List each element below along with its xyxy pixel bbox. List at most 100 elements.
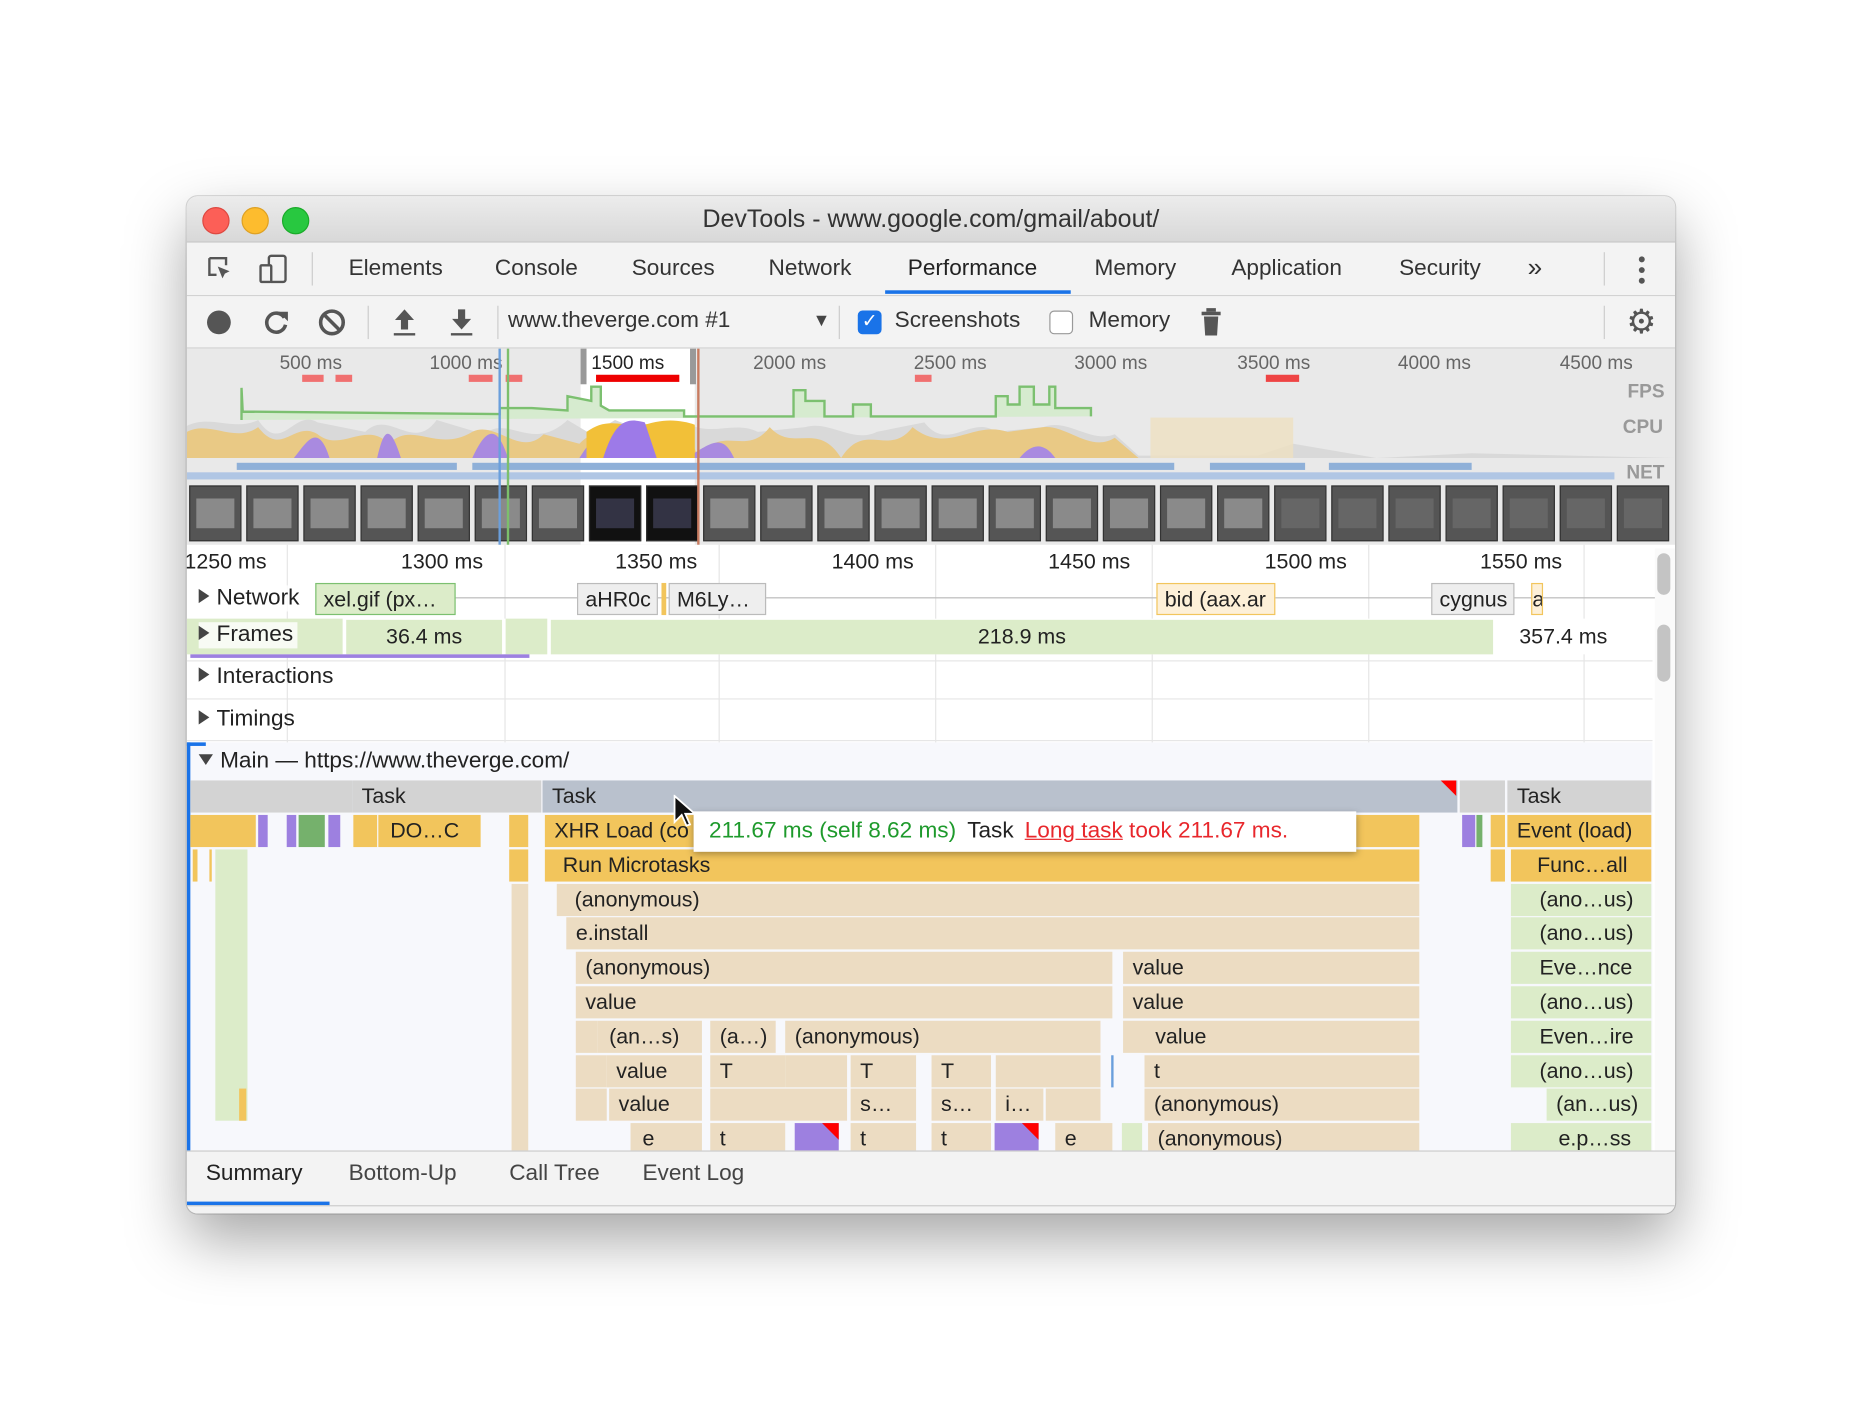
flame-column[interactable] <box>215 849 248 1121</box>
screenshot-thumbnail[interactable] <box>646 485 699 542</box>
flame-event[interactable]: t <box>850 1123 917 1156</box>
screenshot-thumbnail[interactable] <box>246 485 299 542</box>
screenshot-thumbnail[interactable] <box>1102 485 1156 542</box>
flame-event[interactable]: Run Microtasks <box>544 849 1420 882</box>
selection-left-handle[interactable] <box>580 348 587 385</box>
tab-application[interactable]: Application <box>1231 255 1342 281</box>
flame-event[interactable]: T <box>931 1055 992 1088</box>
flame-slice[interactable] <box>575 1020 598 1053</box>
screenshot-thumbnail[interactable] <box>1217 485 1270 542</box>
network-request[interactable]: xel.gif (px… <box>315 582 456 616</box>
network-request[interactable]: aHR0c <box>577 582 658 616</box>
screenshot-thumbnail[interactable] <box>1445 485 1498 542</box>
network-request[interactable]: cygnus <box>1431 582 1515 616</box>
frame-duration[interactable]: 357.4 ms <box>1519 624 1608 649</box>
flame-event[interactable]: value <box>1123 951 1420 984</box>
tab-bottom-up[interactable]: Bottom-Up <box>348 1161 457 1187</box>
flame-slice[interactable] <box>353 814 378 848</box>
screenshot-thumbnail[interactable] <box>588 485 642 542</box>
flame-slice[interactable] <box>1045 1088 1101 1121</box>
flame-event[interactable]: t <box>1144 1055 1420 1088</box>
flame-slice[interactable] <box>209 849 212 882</box>
screenshot-thumbnail[interactable] <box>1559 485 1613 542</box>
zoom-window-button[interactable] <box>281 207 310 235</box>
flame-event[interactable]: s… <box>850 1088 917 1121</box>
flame-event[interactable]: (anonymous) <box>1144 1088 1420 1121</box>
flame-event[interactable]: (anonymous) <box>575 951 1113 984</box>
flame-event[interactable]: (ano…us) <box>1510 883 1652 917</box>
flame-event[interactable]: (ano…us) <box>1510 917 1652 950</box>
flame-event[interactable]: t <box>710 1123 786 1156</box>
flame-column[interactable] <box>511 883 529 1152</box>
flame-event[interactable]: T <box>850 1055 917 1088</box>
capture-settings-gear-icon[interactable]: ⚙ <box>1626 303 1657 341</box>
screenshot-thumbnail[interactable] <box>474 485 528 542</box>
record-icon[interactable] <box>206 309 232 335</box>
selection-right-handle[interactable] <box>690 348 696 385</box>
screenshot-thumbnail[interactable] <box>303 485 356 542</box>
flame-slice[interactable] <box>239 1088 247 1121</box>
flame-slice[interactable] <box>1459 780 1505 813</box>
long-task-link[interactable]: Long task <box>1024 818 1123 844</box>
timings-track-toggle[interactable]: Timings <box>198 707 295 733</box>
network-request[interactable] <box>661 582 667 616</box>
more-tabs-button[interactable]: » <box>1527 252 1543 282</box>
flame-event[interactable]: DO…C <box>378 814 481 848</box>
tab-call-tree[interactable]: Call Tree <box>509 1161 600 1187</box>
flame-event[interactable]: value <box>1123 1020 1420 1053</box>
flame-event[interactable]: (an…s) <box>597 1020 702 1053</box>
reload-record-icon[interactable] <box>262 308 291 337</box>
flame-event[interactable]: s… <box>931 1088 992 1121</box>
screenshot-thumbnail[interactable] <box>1331 485 1384 542</box>
flame-slice[interactable] <box>1490 849 1505 882</box>
minimize-window-button[interactable] <box>241 207 269 235</box>
tab-performance[interactable]: Performance <box>907 255 1038 281</box>
screenshot-thumbnail[interactable] <box>817 485 870 542</box>
timeline-overview[interactable]: 500 ms 1000 ms 1500 ms 2000 ms 2500 ms 3… <box>186 348 1676 545</box>
screenshot-thumbnail[interactable] <box>931 485 984 542</box>
tab-memory[interactable]: Memory <box>1094 255 1177 281</box>
network-scrollbar-thumb[interactable] <box>1657 553 1671 595</box>
flame-event-selected[interactable]: Task <box>542 780 1458 813</box>
profile-select[interactable]: www.theverge.com #1 ▼ <box>508 308 835 339</box>
flame-slice[interactable] <box>575 1055 607 1088</box>
flame-event[interactable]: e <box>630 1123 702 1156</box>
flame-slice[interactable] <box>190 780 353 813</box>
frame-bar[interactable]: 218.9 ms <box>550 619 1494 655</box>
screenshot-thumbnail[interactable] <box>189 485 242 542</box>
memory-checkbox[interactable] <box>1049 310 1074 335</box>
screenshot-thumbnail[interactable] <box>1045 485 1099 542</box>
screenshot-thumbnail[interactable] <box>988 485 1041 542</box>
screenshot-thumbnail[interactable] <box>360 485 413 542</box>
flame-slice[interactable] <box>575 1088 607 1121</box>
screenshot-thumbnail[interactable] <box>874 485 927 542</box>
flame-slice[interactable] <box>1111 1055 1114 1088</box>
flame-slice[interactable] <box>192 849 198 882</box>
flame-event[interactable]: (anonymous) <box>785 1020 1101 1053</box>
tab-network[interactable]: Network <box>768 255 852 281</box>
load-profile-icon[interactable] <box>391 307 417 338</box>
tab-security[interactable]: Security <box>1399 255 1481 281</box>
screenshot-thumbnail[interactable] <box>1388 485 1441 542</box>
flame-event[interactable]: Task <box>1507 780 1652 813</box>
flame-event[interactable]: e <box>1055 1123 1113 1156</box>
network-track-toggle[interactable]: Network <box>198 585 300 612</box>
flame-slice[interactable] <box>190 814 256 848</box>
tab-sources[interactable]: Sources <box>631 255 715 281</box>
flame-event[interactable]: (a…) <box>710 1020 776 1053</box>
flame-event[interactable]: (an…us) <box>1546 1088 1652 1121</box>
garbage-collect-icon[interactable] <box>1200 307 1221 338</box>
flame-event[interactable]: e.p…ss <box>1510 1123 1652 1156</box>
flame-slice[interactable] <box>710 1088 848 1121</box>
flame-event[interactable]: value <box>575 986 1113 1019</box>
interactions-track-toggle[interactable]: Interactions <box>198 664 333 690</box>
flame-event[interactable]: (anonymous) <box>1148 1123 1420 1156</box>
screenshot-thumbnail[interactable] <box>1159 485 1213 542</box>
flame-event[interactable]: Even…ire <box>1510 1020 1652 1053</box>
flame-slice[interactable] <box>1476 814 1483 848</box>
flame-event[interactable]: Eve…nce <box>1510 951 1652 984</box>
kebab-menu-icon[interactable] <box>1633 255 1650 286</box>
flame-slice[interactable] <box>509 814 529 848</box>
flame-event[interactable]: T <box>710 1055 786 1088</box>
flame-slice[interactable] <box>995 1055 1101 1088</box>
